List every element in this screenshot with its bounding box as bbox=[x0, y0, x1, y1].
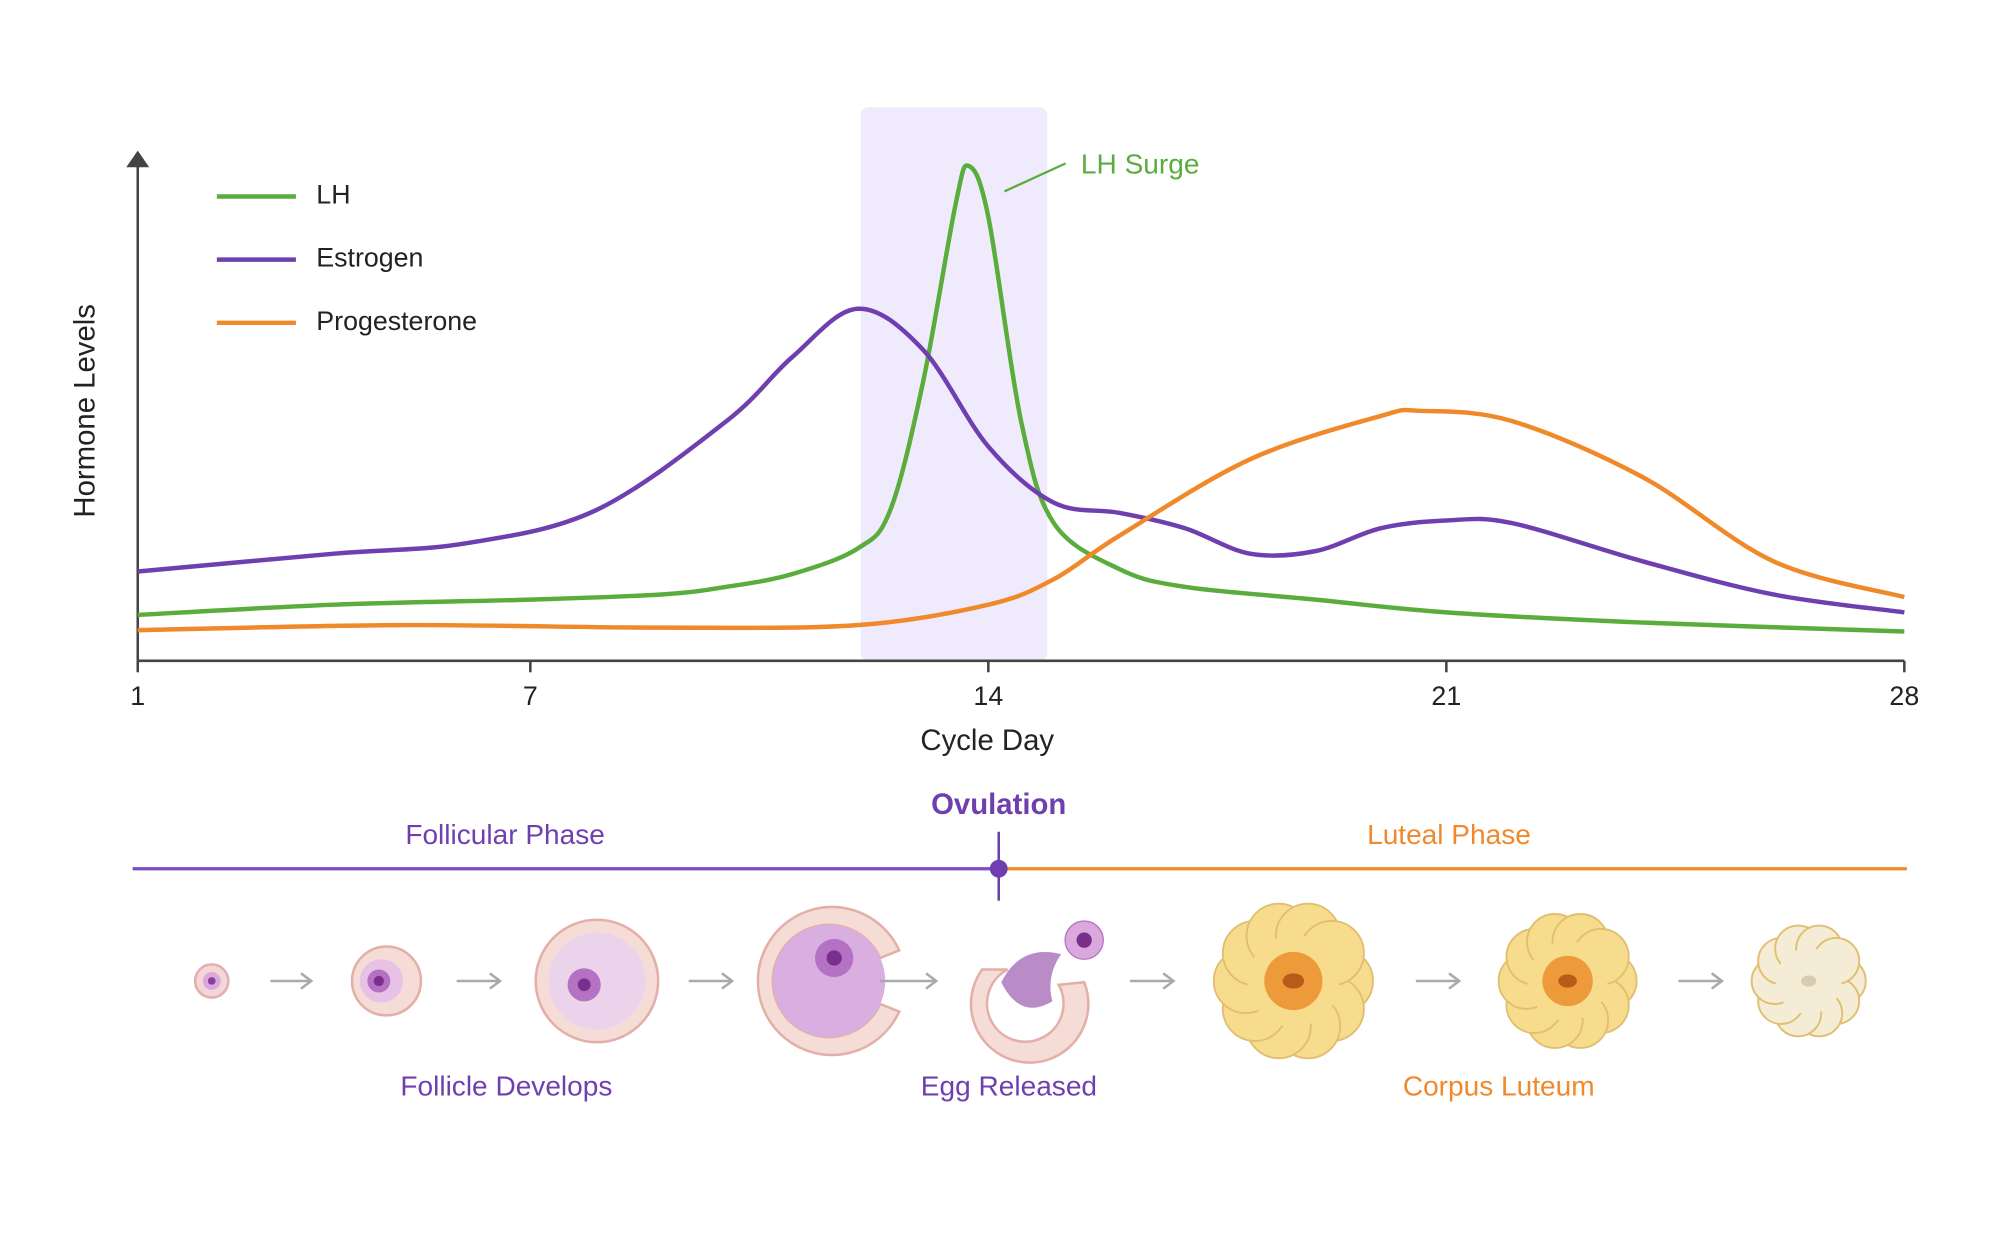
y-axis-arrow bbox=[126, 150, 150, 168]
annotation-text: LH Surge bbox=[1081, 148, 1200, 179]
follicle-medium bbox=[350, 945, 423, 1017]
phase-label: Follicular Phase bbox=[405, 819, 605, 850]
x-tick-label: 28 bbox=[1889, 681, 1919, 711]
follicle-small bbox=[193, 963, 230, 999]
x-tick-label: 7 bbox=[523, 681, 538, 711]
phase-label: Luteal Phase bbox=[1367, 819, 1531, 850]
ovulation-label: Ovulation bbox=[931, 788, 1066, 821]
core-dot bbox=[1558, 974, 1577, 988]
plot-area: 1 7 14 21 28 LH Estrogen Progesterone LH Surge bbox=[126, 107, 1919, 711]
core-dot bbox=[1800, 975, 1817, 987]
x-tick-label: 21 bbox=[1431, 681, 1461, 711]
legend-label: Progesterone bbox=[316, 306, 477, 336]
stage-label: Egg Released bbox=[921, 1071, 1097, 1102]
series-line bbox=[137, 407, 1905, 633]
x-tick-label: 14 bbox=[973, 681, 1003, 711]
y-axis-label: Hormone Levels bbox=[68, 304, 101, 518]
legend-label: Estrogen bbox=[316, 243, 423, 273]
follicle-mature bbox=[756, 905, 901, 1057]
x-axis-label: Cycle Day bbox=[920, 724, 1054, 757]
follicle-large bbox=[534, 918, 660, 1044]
series-line bbox=[137, 163, 1905, 634]
series-line bbox=[137, 306, 1905, 615]
follicle-rupture bbox=[969, 920, 1104, 1064]
stage-label: Corpus Luteum bbox=[1403, 1071, 1595, 1102]
x-tick-label: 1 bbox=[130, 681, 145, 711]
legend-label: LH bbox=[316, 180, 350, 210]
corpus-luteum bbox=[1212, 902, 1867, 1060]
ovulation-dot bbox=[989, 859, 1008, 878]
core-dot bbox=[1282, 973, 1305, 989]
highlight-band bbox=[860, 107, 1048, 661]
arrows bbox=[270, 972, 1725, 990]
annotation-leader bbox=[1003, 162, 1067, 193]
stage-label: Follicle Develops bbox=[400, 1071, 612, 1102]
